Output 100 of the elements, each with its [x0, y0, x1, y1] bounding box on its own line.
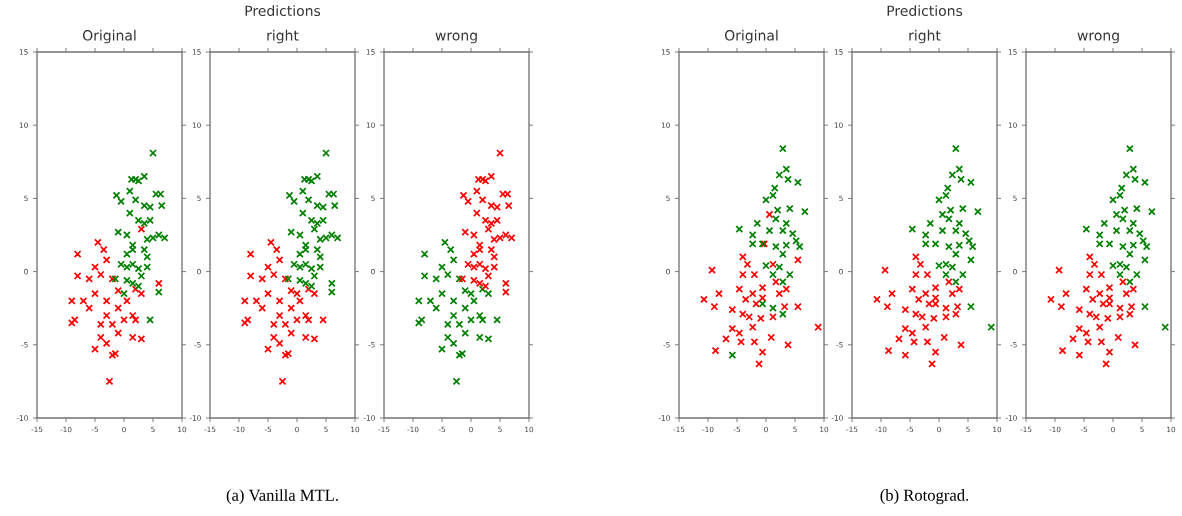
point [928, 359, 936, 368]
point [1125, 310, 1134, 318]
point [1141, 178, 1149, 187]
point [1082, 285, 1091, 294]
point [269, 320, 278, 329]
point [1129, 241, 1138, 250]
point [795, 242, 804, 251]
point [881, 266, 889, 275]
point [487, 245, 496, 254]
point [942, 313, 950, 321]
point [953, 302, 962, 311]
point [327, 279, 336, 288]
point [472, 209, 481, 217]
point [470, 296, 478, 305]
point [432, 275, 441, 283]
point [240, 296, 249, 305]
point [1125, 277, 1134, 286]
point [1084, 337, 1092, 346]
point [935, 195, 943, 204]
point [1125, 250, 1134, 258]
point [1075, 324, 1084, 333]
point [908, 285, 917, 294]
point [501, 288, 510, 296]
point [275, 339, 284, 348]
point [85, 304, 94, 313]
point [944, 277, 953, 286]
point [461, 228, 470, 236]
point [737, 337, 745, 346]
text: (b) Rotograd. [880, 489, 969, 505]
chart-title: right [267, 29, 299, 44]
point [750, 270, 759, 279]
point [94, 238, 102, 247]
point [710, 302, 719, 311]
point [108, 320, 117, 329]
point [782, 285, 791, 294]
point [441, 238, 449, 247]
point [955, 165, 964, 174]
point [771, 277, 780, 286]
text: Predictions [245, 5, 321, 17]
point [293, 316, 301, 324]
point [921, 289, 930, 298]
point [99, 245, 108, 254]
point [722, 335, 730, 343]
point [438, 345, 446, 354]
point [955, 219, 964, 228]
point [301, 311, 310, 320]
point [117, 197, 125, 206]
point [114, 228, 123, 236]
point [938, 210, 947, 219]
point [987, 323, 996, 332]
point [1132, 204, 1141, 213]
point [1102, 359, 1110, 368]
point [769, 304, 777, 313]
point [955, 285, 964, 294]
point [1131, 340, 1139, 349]
point [775, 289, 784, 298]
point [1116, 313, 1124, 321]
point [910, 337, 918, 346]
point [1055, 266, 1063, 275]
point [472, 187, 481, 195]
point [446, 245, 455, 254]
chart-title: wrong [435, 32, 477, 44]
point [432, 304, 441, 313]
point [125, 187, 134, 195]
point [771, 215, 780, 223]
point [128, 245, 137, 254]
point [1141, 256, 1149, 264]
point [149, 149, 157, 157]
point [140, 172, 149, 181]
point [1129, 219, 1138, 228]
point [948, 289, 957, 298]
point [782, 241, 791, 250]
point [449, 311, 458, 320]
point [916, 260, 925, 269]
point [967, 302, 975, 311]
point [316, 253, 325, 261]
point [778, 310, 787, 318]
point [967, 178, 975, 187]
point [748, 289, 757, 298]
point [146, 316, 154, 324]
point [319, 316, 327, 324]
point [1118, 215, 1127, 223]
point [278, 377, 287, 386]
point [748, 323, 757, 332]
point [438, 263, 446, 272]
point [1097, 270, 1106, 279]
point [281, 320, 290, 329]
point [728, 305, 737, 314]
point [258, 304, 267, 313]
point [931, 283, 940, 292]
point [1085, 253, 1094, 261]
point [1095, 323, 1104, 332]
point [140, 245, 149, 254]
point [1057, 302, 1066, 311]
point [1112, 226, 1121, 235]
point [91, 263, 99, 272]
point [264, 345, 272, 354]
point [926, 219, 935, 228]
point [957, 340, 965, 349]
point [923, 270, 932, 279]
